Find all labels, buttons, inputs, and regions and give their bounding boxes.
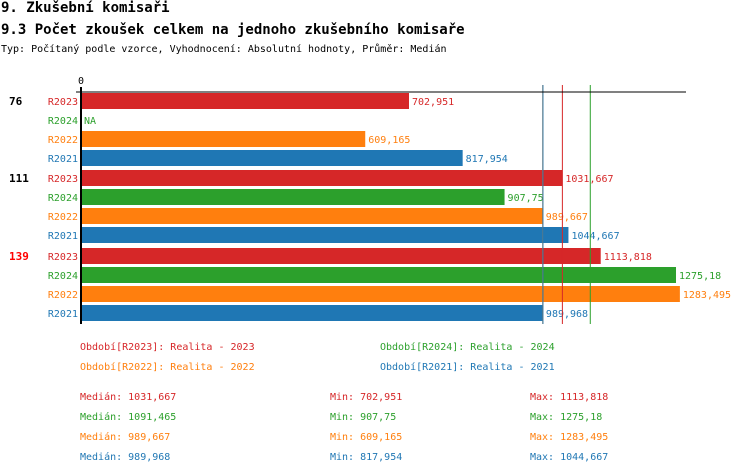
- bar-R2022: [82, 208, 543, 224]
- stat-max: Max: 1044,667: [530, 452, 609, 463]
- group-label: 139: [9, 250, 29, 263]
- bar-R2023: [82, 170, 563, 186]
- series-label: R2024: [48, 116, 78, 127]
- legend-item: Období[R2024]: Realita - 2024: [380, 342, 555, 353]
- bar-R2021: [82, 227, 569, 243]
- data-label: 609,165: [368, 135, 410, 146]
- bar-R2023: [82, 93, 409, 109]
- stat-median: Medián: 989,968: [80, 452, 171, 463]
- bar-R2022: [82, 286, 680, 302]
- zero-tick-label: 0: [78, 76, 84, 87]
- series-label: R2024: [48, 193, 78, 204]
- series-label: R2024: [48, 271, 78, 282]
- stat-median: Medián: 989,667: [80, 432, 171, 443]
- stat-max: Max: 1283,495: [530, 432, 609, 443]
- data-label: 702,951: [412, 97, 454, 108]
- stat-min: Min: 817,954: [330, 452, 403, 463]
- series-label: R2021: [48, 309, 78, 320]
- series-label: R2022: [48, 135, 78, 146]
- stat-median: Medián: 1031,667: [80, 392, 177, 403]
- stat-median: Medián: 1091,465: [80, 412, 177, 423]
- data-label: 1275,18: [679, 271, 721, 282]
- stat-max: Max: 1275,18: [530, 412, 603, 423]
- data-label: 1113,818: [604, 252, 652, 263]
- section-title: 9. Zkušební komisaři: [1, 0, 170, 16]
- series-label: R2023: [48, 174, 78, 185]
- legend-item: Období[R2023]: Realita - 2023: [80, 342, 255, 353]
- series-label: R2023: [48, 252, 78, 263]
- data-label: 817,954: [466, 154, 508, 165]
- stat-max: Max: 1113,818: [530, 392, 609, 403]
- bar-R2021: [82, 305, 543, 321]
- data-label: 1031,667: [565, 174, 613, 185]
- legend-item: Období[R2022]: Realita - 2022: [80, 362, 255, 373]
- legend-item: Období[R2021]: Realita - 2021: [380, 362, 555, 373]
- series-label: R2023: [48, 97, 78, 108]
- stat-min: Min: 907,75: [330, 412, 397, 423]
- bar-R2024: [82, 267, 677, 283]
- bar-R2022: [82, 131, 366, 147]
- stat-min: Min: 702,951: [330, 392, 403, 403]
- data-label: 989,968: [546, 309, 588, 320]
- series-label: R2022: [48, 212, 78, 223]
- chart-subtitle: Typ: Počítaný podle vzorce, Vyhodnocení:…: [1, 44, 447, 55]
- data-label: 1044,667: [571, 231, 619, 242]
- bar-R2023: [82, 248, 601, 264]
- series-label: R2021: [48, 154, 78, 165]
- group-label: 111: [9, 172, 29, 185]
- chart-title: 9.3 Počet zkoušek celkem na jednoho zkuš…: [1, 22, 465, 38]
- stat-min: Min: 609,165: [330, 432, 403, 443]
- series-label: R2021: [48, 231, 78, 242]
- data-label: 1283,495: [683, 290, 731, 301]
- group-label: 76: [9, 95, 23, 108]
- series-label: R2022: [48, 290, 78, 301]
- bar-R2024: [82, 189, 505, 205]
- data-label: 989,667: [546, 212, 588, 223]
- data-label: 907,75: [508, 193, 544, 204]
- data-label: NA: [84, 116, 96, 127]
- bar-R2021: [82, 150, 463, 166]
